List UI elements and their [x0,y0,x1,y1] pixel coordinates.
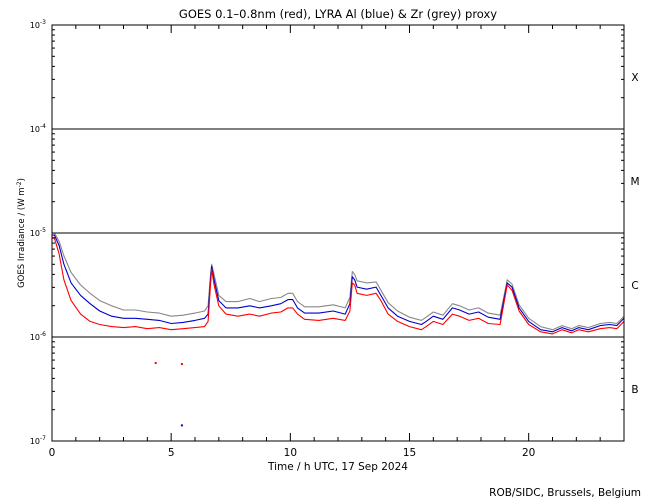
y-tick-label: 10-4 [30,123,46,134]
x-tick-label: 10 [284,447,297,459]
x-tick-label: 0 [49,447,56,459]
series-line [52,232,625,331]
y-axis-ticks: 10-3 10-4 10-5 10-6 10-7 [30,19,624,446]
outlier-point [180,363,183,366]
outlier-point [154,362,157,364]
chart-title: GOES 0.1–0.8nm (red), LYRA Al (blue) & Z… [179,7,497,21]
data-series [52,232,625,335]
y-tick-label: 10-7 [30,435,46,446]
y-tick-label: 10-6 [30,331,46,342]
flare-class-label: C [631,280,638,292]
x-tick-label: 20 [522,447,535,459]
flare-class-label: B [631,384,638,396]
flare-class-label: M [630,176,639,188]
series-line [52,237,625,335]
x-tick-label: 15 [403,447,416,459]
flare-class-label: X [631,72,638,84]
y-tick-label: 10-5 [30,227,46,238]
y-tick-label: 10-3 [30,19,46,30]
outlier-points [154,362,183,427]
y-axis-label: GOES Irradiance / (W m-2) [16,178,27,288]
x-tick-label: 5 [168,447,175,459]
x-axis-ticks: 0 5 10 15 20 [49,25,625,459]
series-line [52,234,625,333]
flare-class-lines [52,128,624,338]
credit-text: ROB/SIDC, Brussels, Belgium [489,487,641,499]
x-axis-label: Time / h UTC, 17 Sep 2024 [267,461,408,473]
flare-class-labels: X M C B [630,72,639,396]
outlier-point [180,424,183,427]
